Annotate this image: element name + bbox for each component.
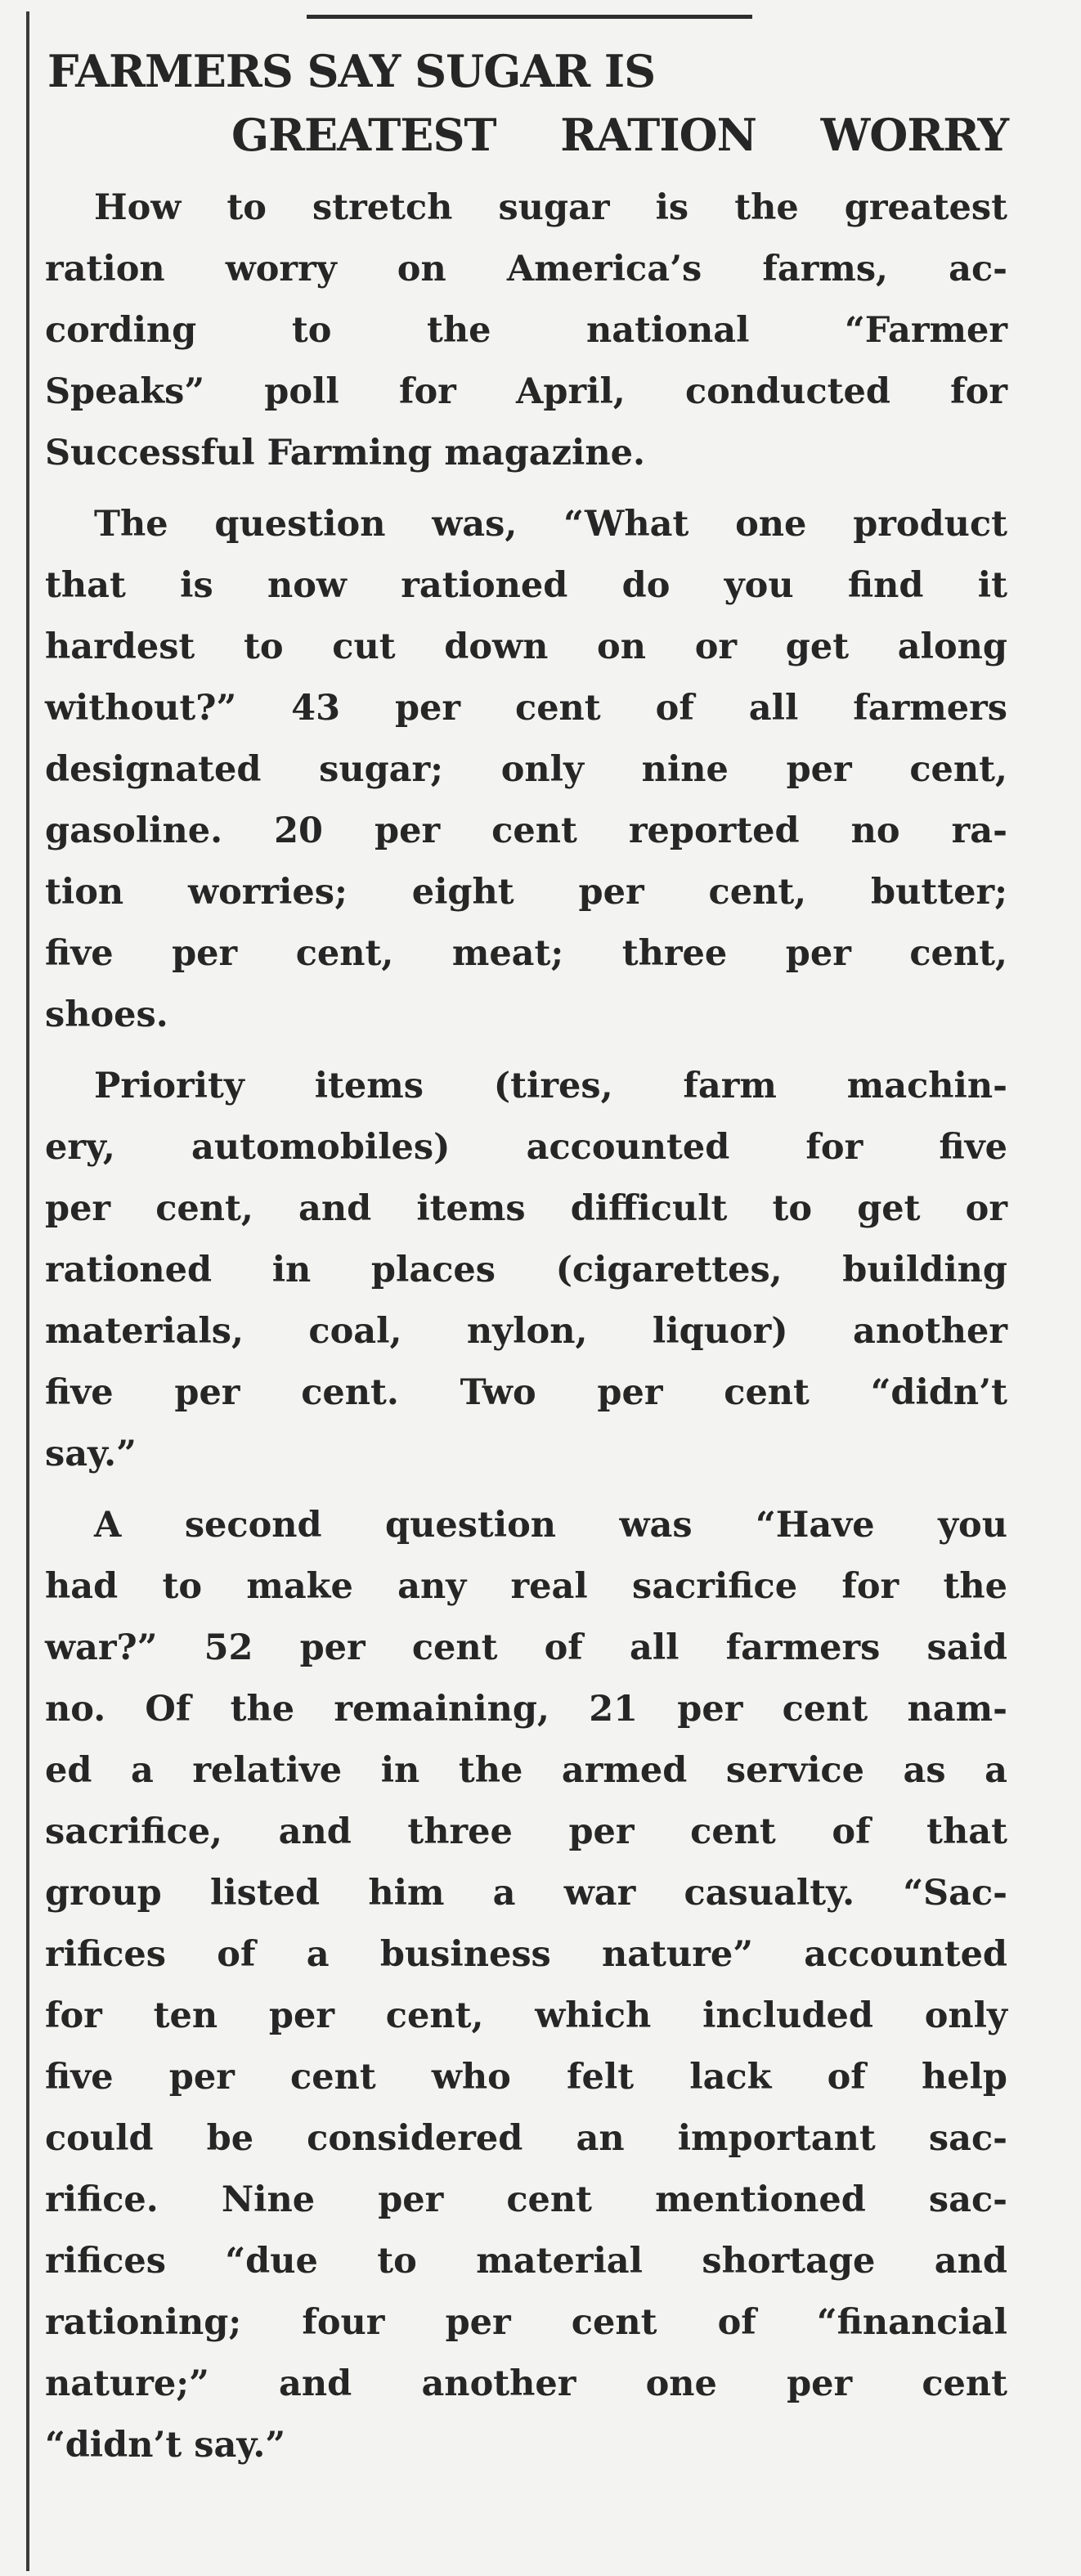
- text-line: group listed him a war casualty. “Sac-: [45, 1873, 1007, 1914]
- text-line: tion worries; eight per cent, butter;: [45, 872, 1007, 913]
- text-line: How to stretch sugar is the greatest: [94, 187, 1007, 228]
- text-line: nature;” and another one per cent: [45, 2363, 1007, 2404]
- text-line: per cent, and items difficult to get or: [45, 1188, 1007, 1229]
- paragraph: A second question was “Have you had to ma…: [45, 1495, 1007, 2476]
- paragraph: How to stretch sugar is the greatest rati…: [45, 177, 1007, 484]
- headline: FARMERS SAY SUGAR IS GREATEST RATION WOR…: [47, 39, 1009, 167]
- text-line: had to make any real sacrifice for the: [45, 1566, 1007, 1607]
- text-line: shoes.: [45, 994, 168, 1035]
- text-line: sacrifice, and three per cent of that: [45, 1811, 1007, 1852]
- text-line: five per cent who felt lack of help: [45, 2057, 1007, 2098]
- text-line: war?” 52 per cent of all farmers said: [45, 1627, 1007, 1668]
- text-line: rationing; four per cent of “financial: [45, 2302, 1007, 2343]
- text-line: say.”: [45, 1434, 137, 1474]
- text-line: materials, coal, nylon, liquor) another: [45, 1311, 1007, 1352]
- text-line: Successful Farming magazine.: [45, 433, 645, 473]
- text-line: hardest to cut down on or get along: [45, 626, 1007, 667]
- text-line: designated sugar; only nine per cent,: [45, 749, 1007, 790]
- text-line: for ten per cent, which included only: [45, 1995, 1007, 2036]
- text-line: ed a relative in the armed service as a: [45, 1750, 1007, 1791]
- text-line: rationed in places (cigarettes, building: [45, 1250, 1007, 1290]
- text-line: five per cent. Two per cent “didn’t: [45, 1372, 1007, 1413]
- text-line: without?” 43 per cent of all farmers: [45, 688, 1007, 729]
- text-line: no. Of the remaining, 21 per cent nam-: [45, 1689, 1007, 1730]
- article-body: How to stretch sugar is the greatest rati…: [45, 177, 1007, 2476]
- text-line: ery, automobiles) accounted for five: [45, 1127, 1007, 1168]
- text-line: Speaks” poll for April, conducted for: [45, 371, 1007, 412]
- text-line: rifices “due to material shortage and: [45, 2241, 1007, 2282]
- text-line: five per cent, meat; three per cent,: [45, 933, 1007, 974]
- text-line: rifice. Nine per cent mentioned sac-: [45, 2179, 1007, 2220]
- text-line: The question was, “What one product: [94, 504, 1007, 545]
- text-line: could be considered an important sac-: [45, 2118, 1007, 2159]
- text-line: A second question was “Have you: [94, 1505, 1007, 1546]
- headline-line-1: FARMERS SAY SUGAR IS: [47, 45, 656, 97]
- text-line: “didn’t say.”: [45, 2425, 286, 2466]
- text-line: that is now rationed do you find it: [45, 565, 1007, 606]
- text-line: ration worry on America’s farms, ac-: [45, 249, 1007, 289]
- column-rule: [26, 11, 29, 2571]
- text-line: cording to the national “Farmer: [45, 310, 1007, 351]
- top-rule: [307, 15, 752, 19]
- paragraph: The question was, “What one product that …: [45, 494, 1007, 1046]
- headline-line-2: GREATEST RATION WORRY: [231, 109, 1009, 161]
- text-line: Priority items (tires, farm machin-: [94, 1066, 1007, 1106]
- paragraph: Priority items (tires, farm machin-ery, …: [45, 1056, 1007, 1485]
- text-line: gasoline. 20 per cent reported no ra-: [45, 810, 1007, 851]
- text-line: rifices of a business nature” accounted: [45, 1934, 1007, 1975]
